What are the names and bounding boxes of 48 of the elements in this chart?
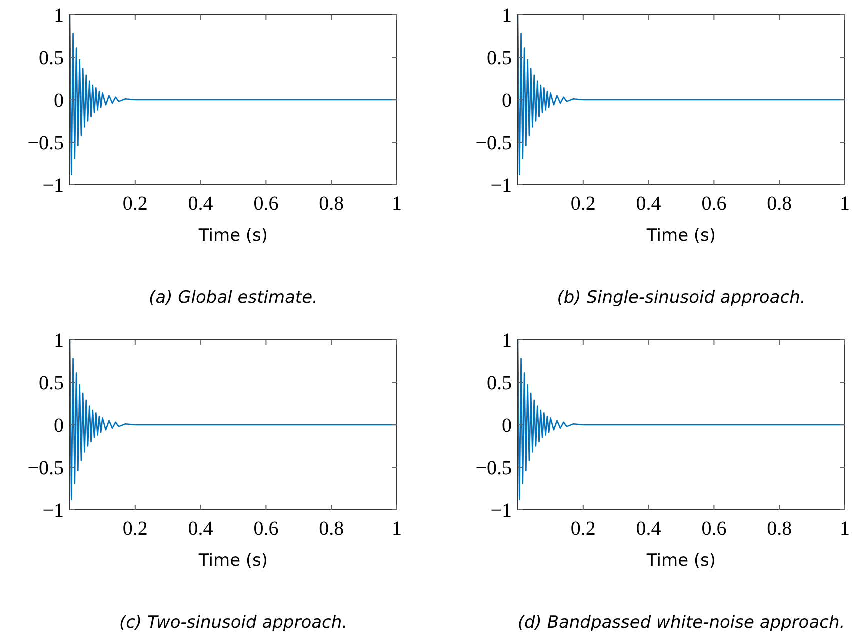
x-tick-label: 1	[392, 193, 402, 215]
x-axis-title: Time (s)	[198, 226, 268, 246]
text: (b) Single-sinusoid approach.	[557, 288, 806, 308]
x-tick-label: 0.8	[319, 193, 344, 215]
x-tick-label: 0.8	[767, 193, 792, 215]
x-tick-label: 0.6	[702, 518, 727, 540]
y-tick-label: −0.5	[476, 132, 512, 154]
y-tick-label: −1	[42, 175, 64, 197]
x-tick-label: 0.4	[636, 193, 662, 215]
y-tick-label: 1	[502, 5, 512, 27]
x-tick-label: 1	[840, 518, 850, 540]
y-tick-label: 0.5	[39, 372, 64, 394]
x-tick-label: 0.4	[188, 193, 214, 215]
x-tick-label: 1	[392, 518, 402, 540]
y-tick-label: 0	[502, 90, 512, 112]
x-tick-label: 0.4	[188, 518, 214, 540]
x-tick-label: 0.8	[319, 518, 344, 540]
text: (d) Bandpassed white-noise approach.	[518, 613, 846, 633]
x-tick-label: 0.2	[122, 193, 148, 215]
y-tick-label: 0	[54, 90, 64, 112]
x-tick-label: 0.2	[122, 518, 148, 540]
y-tick-label: 1	[54, 330, 64, 352]
y-tick-label: −0.5	[28, 132, 64, 154]
x-axis-title: Time (s)	[198, 551, 268, 571]
x-tick-label: 0.2	[570, 518, 596, 540]
y-tick-label: −1	[490, 500, 512, 522]
y-tick-label: 0	[54, 415, 64, 437]
x-tick-label: 0.6	[254, 193, 279, 215]
y-tick-label: −1	[490, 175, 512, 197]
x-tick-label: 0.4	[636, 518, 662, 540]
y-tick-label: 0	[502, 415, 512, 437]
y-tick-label: 1	[54, 5, 64, 27]
text: (a) Global estimate.	[149, 288, 318, 308]
x-tick-label: 0.8	[767, 518, 792, 540]
y-tick-label: 0.5	[487, 48, 512, 70]
text: (c) Two-sinusoid approach.	[119, 613, 348, 633]
x-axis-title: Time (s)	[646, 551, 716, 571]
y-tick-label: 0.5	[487, 372, 512, 394]
x-tick-label: 1	[840, 193, 850, 215]
y-tick-label: −0.5	[28, 458, 64, 480]
x-tick-label: 0.6	[254, 518, 279, 540]
x-axis-title: Time (s)	[646, 226, 716, 246]
y-tick-label: −1	[42, 500, 64, 522]
y-tick-label: −0.5	[476, 458, 512, 480]
y-tick-label: 1	[502, 330, 512, 352]
x-tick-label: 0.6	[702, 193, 727, 215]
x-tick-label: 0.2	[570, 193, 596, 215]
y-tick-label: 0.5	[39, 48, 64, 70]
